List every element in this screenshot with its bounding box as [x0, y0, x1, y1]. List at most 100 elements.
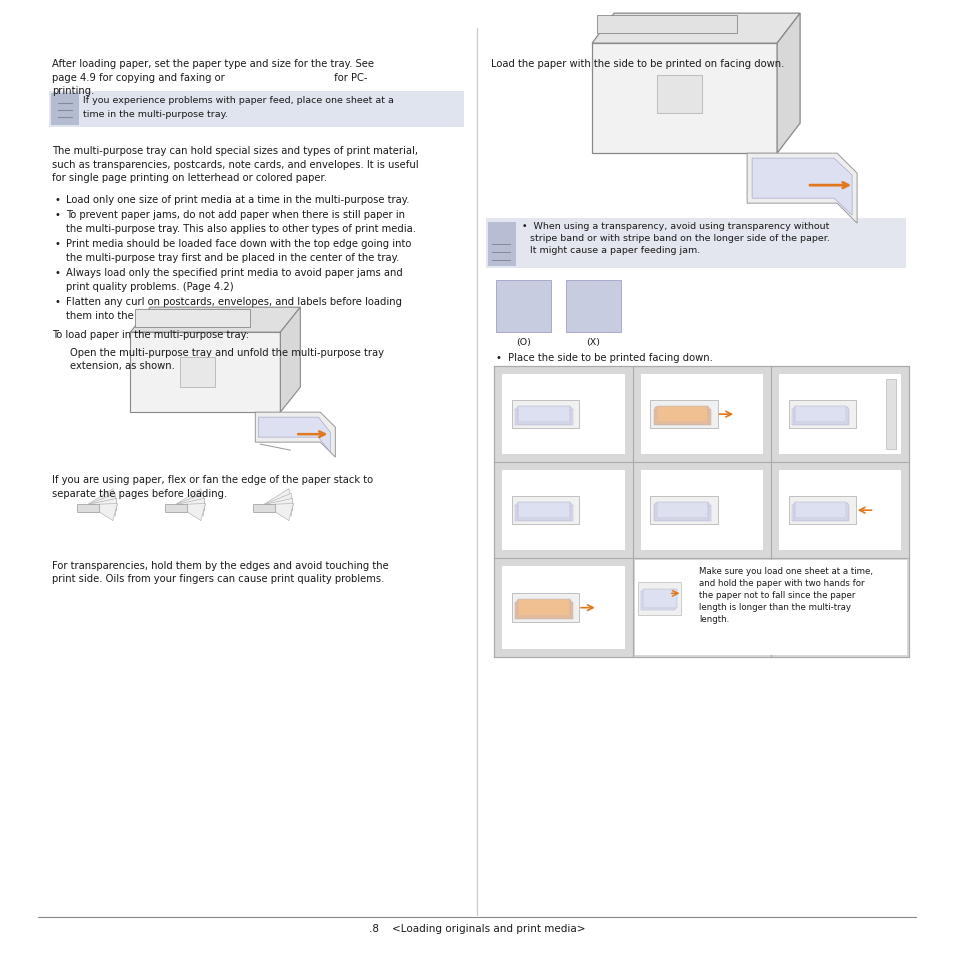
Bar [791, 505, 848, 522]
Polygon shape [592, 14, 800, 44]
Bar [640, 592, 674, 611]
Text: Load only one size of print media at a time in the multi-purpose tray.: Load only one size of print media at a t… [67, 194, 410, 205]
Bar [637, 583, 680, 616]
Bar [650, 497, 717, 525]
Text: the multi-purpose tray. This also applies to other types of print media.: the multi-purpose tray. This also applie… [67, 223, 416, 233]
Polygon shape [777, 14, 800, 154]
Text: the paper not to fall since the paper: the paper not to fall since the paper [699, 591, 855, 599]
Bar [517, 406, 569, 423]
Polygon shape [175, 498, 205, 517]
Bar [779, 471, 901, 551]
Bar [488, 223, 516, 267]
Text: Always load only the specified print media to avoid paper jams and: Always load only the specified print med… [67, 268, 403, 278]
Bar [657, 76, 701, 114]
Text: and hold the paper with two hands for: and hold the paper with two hands for [699, 578, 863, 588]
Text: Open the multi-purpose tray and unfold the multi-purpose tray: Open the multi-purpose tray and unfold t… [71, 347, 384, 357]
Bar [650, 400, 717, 429]
Polygon shape [263, 504, 294, 521]
Polygon shape [88, 494, 116, 512]
Text: them into the multi-purpose tray.: them into the multi-purpose tray. [67, 311, 232, 320]
Text: Load the paper with the side to be printed on facing down.: Load the paper with the side to be print… [491, 59, 784, 69]
Bar [494, 367, 908, 658]
Polygon shape [88, 498, 116, 517]
Bar [517, 408, 571, 424]
Bar [50, 92, 464, 128]
Bar [502, 567, 624, 649]
Bar [515, 409, 572, 426]
Text: If you are using paper, flex or fan the edge of the paper stack to: If you are using paper, flex or fan the … [52, 475, 374, 485]
Text: length.: length. [699, 615, 728, 623]
Text: (X): (X) [586, 337, 599, 347]
Polygon shape [592, 44, 777, 154]
Text: •: • [54, 296, 60, 307]
Text: Print media should be loaded face down with the top edge going into: Print media should be loaded face down w… [67, 239, 412, 249]
Bar [791, 409, 848, 426]
Bar [165, 504, 188, 512]
Polygon shape [263, 489, 294, 506]
Text: •: • [54, 239, 60, 249]
Text: page 4.9 for copying and faxing or                                   for PC-: page 4.9 for copying and faxing or for P… [52, 72, 368, 83]
Bar [653, 409, 710, 426]
Bar [634, 560, 906, 656]
Bar [512, 400, 578, 429]
Polygon shape [263, 498, 293, 517]
Bar [656, 406, 707, 423]
Bar [517, 600, 571, 618]
Polygon shape [255, 413, 335, 457]
Bar [788, 497, 855, 525]
Text: (O): (O) [516, 337, 530, 347]
Text: It might cause a paper feeding jam.: It might cause a paper feeding jam. [530, 246, 700, 255]
Text: To prevent paper jams, do not add paper when there is still paper in: To prevent paper jams, do not add paper … [67, 210, 405, 220]
Text: For transparencies, hold them by the edges and avoid touching the: For transparencies, hold them by the edg… [52, 560, 389, 570]
Bar [502, 375, 624, 455]
Polygon shape [280, 308, 300, 413]
Text: Flatten any curl on postcards, envelopes, and labels before loading: Flatten any curl on postcards, envelopes… [67, 296, 402, 307]
Text: printing.: printing. [52, 86, 94, 96]
Text: time in the multi-purpose tray.: time in the multi-purpose tray. [83, 110, 228, 118]
Polygon shape [751, 159, 851, 216]
Bar [515, 505, 572, 522]
Bar [794, 406, 845, 423]
Text: •  Place the side to be printed facing down.: • Place the side to be printed facing do… [496, 353, 713, 363]
Bar [779, 375, 901, 455]
Text: Make sure you load one sheet at a time,: Make sure you load one sheet at a time, [699, 567, 872, 576]
Bar [517, 502, 569, 518]
Polygon shape [175, 489, 205, 506]
Bar [517, 599, 569, 617]
Bar [597, 16, 737, 34]
Bar [794, 502, 845, 518]
Text: •  When using a transparency, avoid using transparency without: • When using a transparency, avoid using… [521, 222, 829, 231]
Bar [180, 357, 215, 388]
Bar [77, 504, 99, 512]
Polygon shape [88, 504, 117, 521]
Text: After loading paper, set the paper type and size for the tray. See: After loading paper, set the paper type … [52, 59, 375, 69]
Bar [793, 408, 847, 424]
Bar [653, 505, 710, 522]
Text: .8    <Loading originals and print media>: .8 <Loading originals and print media> [369, 923, 584, 933]
Bar [640, 375, 762, 455]
Text: •: • [54, 194, 60, 205]
Bar [656, 502, 707, 518]
Bar [502, 471, 624, 551]
Polygon shape [88, 489, 117, 506]
Text: To load paper in the multi-purpose tray:: To load paper in the multi-purpose tray: [52, 330, 249, 340]
Text: for single page printing on letterhead or colored paper.: for single page printing on letterhead o… [52, 172, 327, 183]
Bar [640, 471, 762, 551]
Bar [512, 497, 578, 525]
Text: the multi-purpose tray first and be placed in the center of the tray.: the multi-purpose tray first and be plac… [67, 253, 399, 262]
Polygon shape [131, 308, 300, 333]
Text: separate the pages before loading.: separate the pages before loading. [52, 488, 228, 498]
Bar [655, 408, 709, 424]
Text: print side. Oils from your fingers can cause print quality problems.: print side. Oils from your fingers can c… [52, 574, 384, 583]
Polygon shape [746, 154, 856, 224]
Bar [885, 379, 896, 450]
Polygon shape [258, 417, 330, 453]
Bar [655, 503, 709, 520]
Polygon shape [263, 494, 293, 512]
Bar [517, 503, 571, 520]
Polygon shape [131, 333, 280, 413]
Bar [793, 503, 847, 520]
Bar [788, 400, 855, 429]
Bar [51, 94, 79, 126]
Text: such as transparencies, postcards, note cards, and envelopes. It is useful: such as transparencies, postcards, note … [52, 159, 418, 170]
